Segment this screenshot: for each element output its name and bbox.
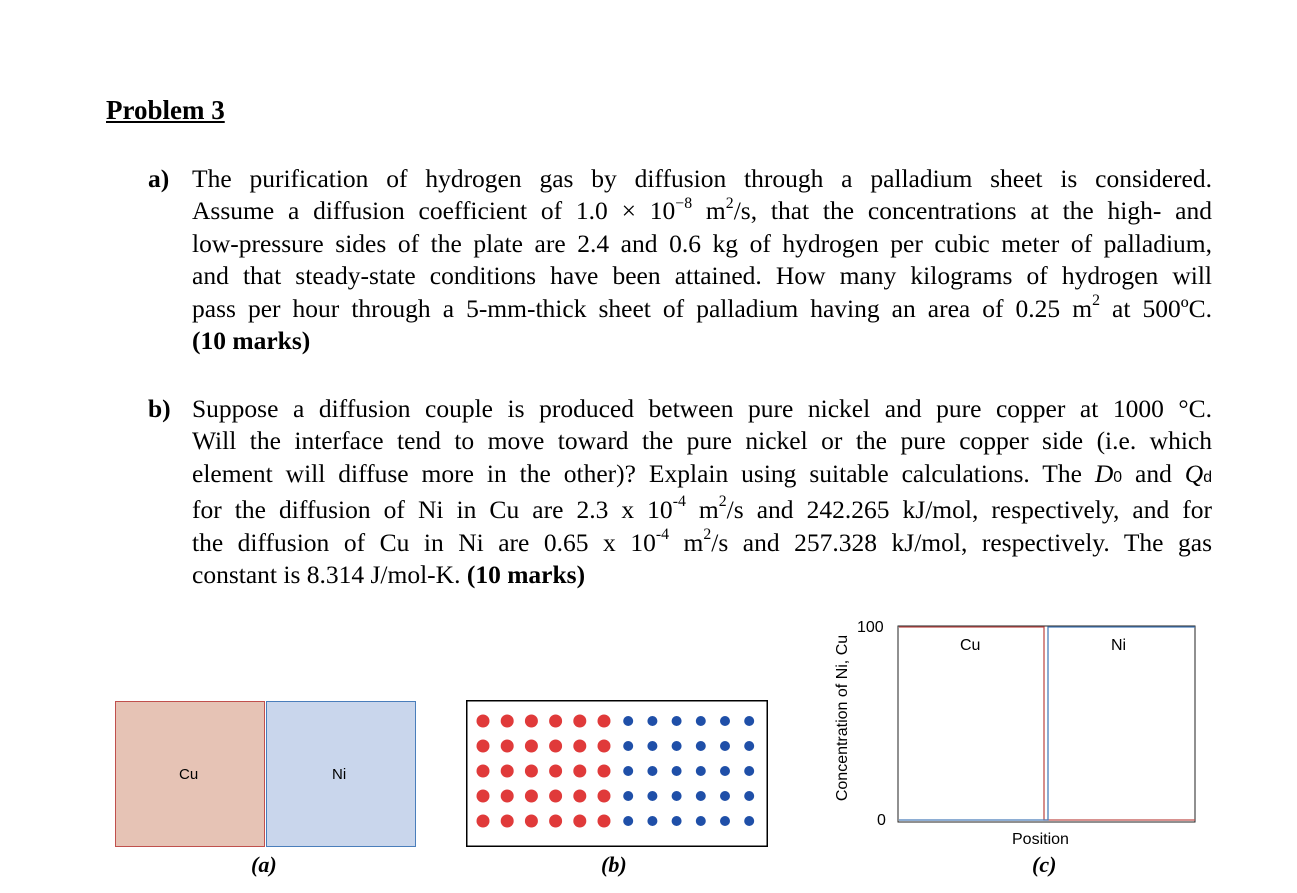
cu-atom: [476, 764, 490, 778]
ni-atom: [623, 741, 634, 751]
cu-atom: [476, 714, 490, 728]
ni-atom: [695, 716, 706, 726]
ni-atom: [647, 816, 658, 826]
caption-b: (b): [601, 852, 627, 877]
ni-atom: [671, 816, 682, 826]
part-a-line-1: The purification of hydrogen gas by diff…: [192, 164, 1212, 193]
ni-atom: [671, 766, 682, 776]
part-b-line-2: Will the interface tend to move toward t…: [192, 426, 1212, 456]
ni-atom: [623, 766, 634, 776]
part-b-line-4: for the diffusion of Ni in Cu are 2.3 x …: [192, 493, 1212, 525]
x-axis-label: Position: [1012, 831, 1069, 848]
cu-atom: [524, 814, 538, 828]
ni-atom: [623, 816, 634, 826]
ni-atom: [671, 791, 682, 801]
part-a-line-5: pass per hour through a 5-mm-thick sheet…: [192, 291, 1212, 323]
cu-atom: [573, 789, 587, 803]
ni-atom: [695, 791, 706, 801]
cu-atom: [597, 739, 611, 753]
part-b-line-6: constant is 8.314 J/mol-K. (10 marks): [192, 560, 586, 590]
ni-atom: [647, 716, 658, 726]
ni-atom: [720, 716, 730, 726]
cu-atom: [573, 714, 587, 728]
cu-atom: [549, 714, 563, 728]
cu-atom: [597, 764, 611, 778]
cu-atom: [597, 714, 611, 728]
ni-label: Ni: [332, 766, 347, 783]
cu-atom: [524, 714, 538, 728]
part-a-marks: (10 marks): [192, 326, 311, 356]
cu-atom: [500, 714, 514, 728]
cu-atom: [549, 739, 563, 753]
ni-atom: [744, 741, 755, 751]
cu-atom: [500, 739, 514, 753]
part-a-line-4: and that steady-state conditions have be…: [192, 261, 1212, 291]
part-b-text: Suppose a diffusion couple is produced b…: [192, 393, 1212, 591]
ni-atom: [647, 791, 658, 801]
part-a-line-3: low-pressure sides of the plate are 2.4 …: [192, 228, 1212, 258]
y-axis-label: Concentration of Ni, Cu: [834, 634, 851, 802]
part-b-line-1: Suppose a diffusion couple is produced b…: [192, 394, 1212, 423]
cu-atom: [476, 789, 490, 803]
cu-atom: [500, 789, 514, 803]
cu-atom: [524, 739, 538, 753]
ni-atom: [623, 791, 634, 801]
ni-atom: [720, 791, 730, 801]
ni-atom: [623, 716, 634, 726]
ni-atom: [720, 766, 730, 776]
cu-atom: [524, 789, 538, 803]
ni-atom: [744, 791, 755, 801]
cu-block: [115, 701, 265, 847]
cu-atom: [549, 789, 563, 803]
part-b-line-5: the diffusion of Cu in Ni are 0.65 x 10-…: [192, 525, 1212, 557]
y-axis-bottom-label: 0: [877, 812, 886, 829]
part-b-label: b): [148, 394, 171, 423]
plot-cu-label: Cu: [960, 637, 981, 654]
cu-atom: [524, 764, 538, 778]
ni-atom: [671, 741, 682, 751]
cu-label: Cu: [179, 766, 199, 783]
concentration-plot: [897, 625, 1196, 823]
problem-heading: Problem 3: [106, 95, 225, 125]
ni-atom: [647, 766, 658, 776]
ni-atom: [744, 716, 755, 726]
ni-atom: [720, 816, 730, 826]
y-axis-top-label: 100: [857, 619, 884, 636]
cu-atom: [500, 764, 514, 778]
cu-atom: [573, 739, 587, 753]
part-a-text: The purification of hydrogen gas by diff…: [192, 163, 1212, 357]
ni-atom: [647, 741, 658, 751]
cu-atom: [476, 739, 490, 753]
cu-atom: [597, 814, 611, 828]
ni-atom: [744, 766, 755, 776]
cu-atom: [476, 814, 490, 828]
cu-atom: [573, 814, 587, 828]
part-a-label: a): [148, 164, 170, 193]
part-a-line-2: Assume a diffusion coefficient of 1.0 × …: [192, 194, 1213, 226]
caption-c: (c): [1032, 852, 1057, 877]
ni-atom: [695, 816, 706, 826]
ni-atom: [744, 816, 755, 826]
caption-a: (a): [251, 852, 277, 877]
plot-ni-label: Ni: [1111, 637, 1127, 654]
cu-atom: [549, 764, 563, 778]
atom-grid: [466, 700, 768, 847]
ni-atom: [720, 741, 730, 751]
ni-atom: [695, 741, 706, 751]
ni-atom: [695, 766, 706, 776]
cu-atom: [597, 789, 611, 803]
ni-atom: [671, 716, 682, 726]
ni-block: [266, 701, 416, 847]
cu-atom: [549, 814, 563, 828]
part-b-line-3: element will diffuse more in the other)?…: [192, 458, 1212, 488]
cu-atom: [500, 814, 514, 828]
cu-atom: [573, 764, 587, 778]
